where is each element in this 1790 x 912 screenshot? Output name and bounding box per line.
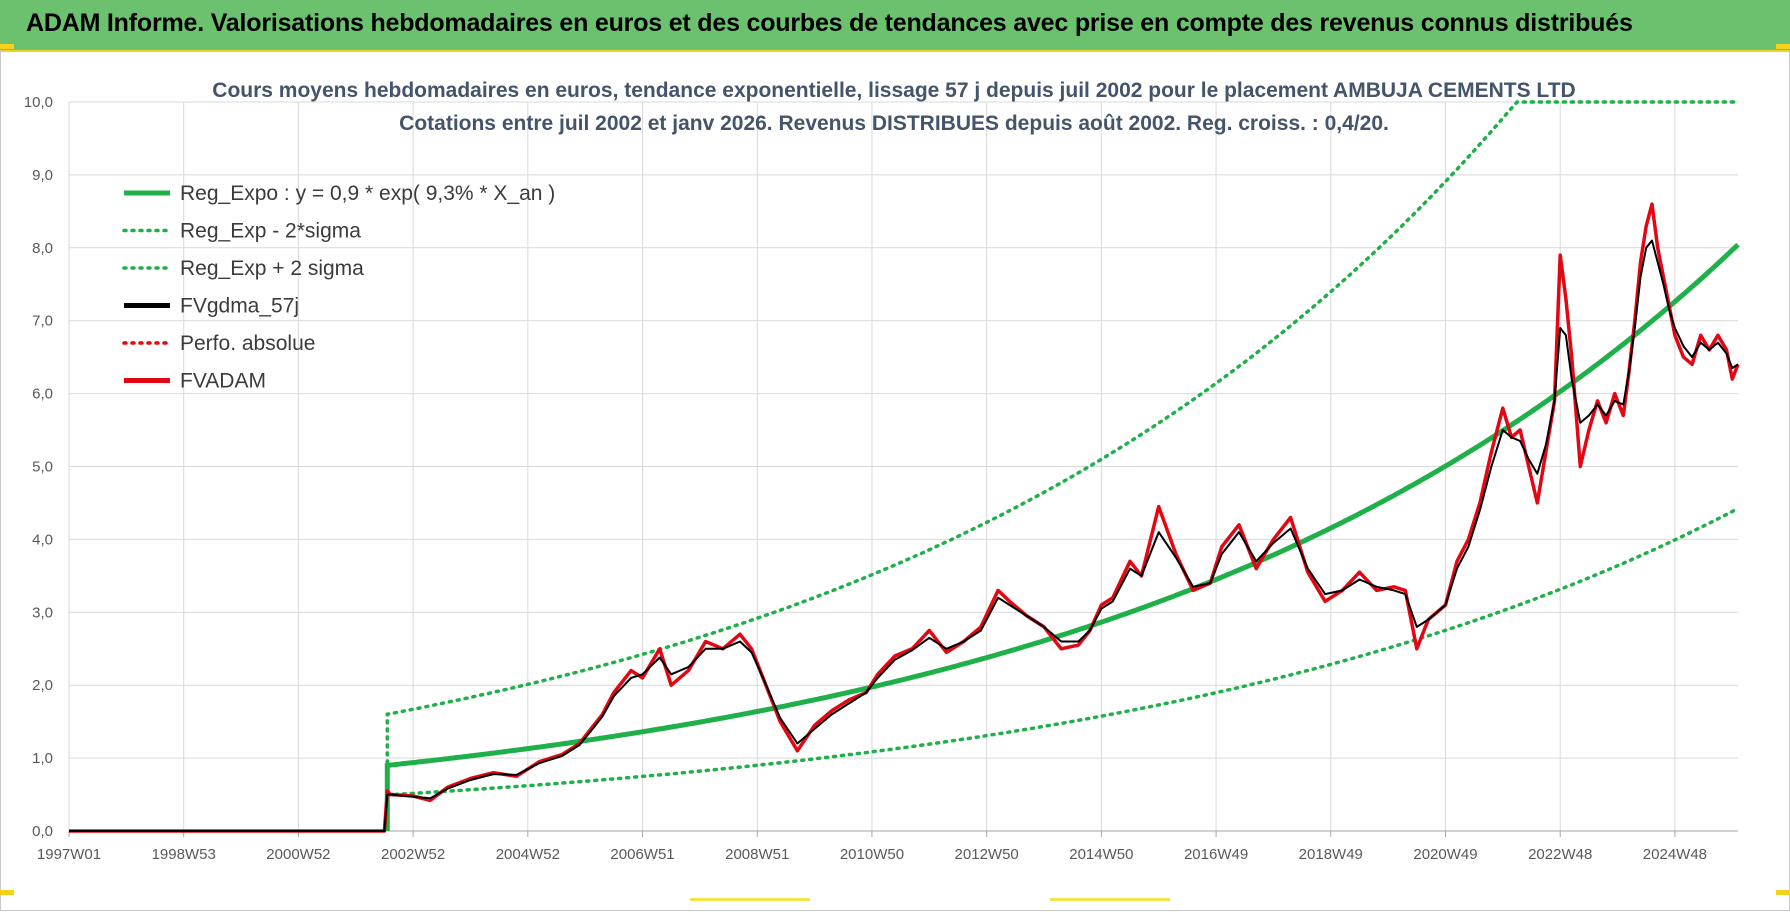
reg-upper-line (385, 100, 1740, 797)
bottom-scroll-mark (690, 898, 810, 901)
y-axis: 0,0 1,0 2,0 3,0 4,0 5,0 6,0 7,0 8,0 9,0 10,0 (24, 94, 53, 840)
corner-mark-bottom-right (1776, 890, 1790, 895)
chart-title: Cours moyens hebdomadaires en euros, ten… (212, 79, 1575, 102)
x-tick-label: 2012W50 (955, 846, 1019, 863)
legend-label: FVADAM (180, 370, 266, 393)
x-tick-label: 2016W49 (1184, 846, 1248, 863)
fvadam-line (69, 202, 1740, 833)
legend: Reg_Expo : y = 0,9 * exp( 9,3% * X_an ) R… (122, 182, 555, 393)
y-tick-label: 0,0 (32, 823, 53, 840)
x-tick-label: 2002W52 (381, 846, 445, 863)
y-tick-label: 8,0 (32, 240, 53, 257)
y-tick-label: 7,0 (32, 313, 53, 330)
x-tick-label: 2006W51 (610, 846, 674, 863)
x-tick-label: 1998W53 (152, 846, 216, 863)
x-tick-label: 2010W50 (840, 846, 904, 863)
corner-mark-top-left (0, 44, 14, 49)
x-tick-label: 2014W50 (1069, 846, 1133, 863)
chart-subtitle: Cotations entre juil 2002 et janv 2026. … (399, 112, 1389, 135)
header-title: ADAM Informe. Valorisations hebdomadaire… (26, 9, 1633, 37)
x-axis: 1997W01 1998W53 2000W52 2002W52 2004W52 2006W… (37, 830, 1738, 863)
legend-label: FVgdma_57j (180, 295, 299, 318)
legend-label: Reg_Expo : y = 0,9 * exp( 9,3% * X_an ) (180, 182, 555, 205)
y-tick-label: 6,0 (32, 386, 53, 403)
legend-label: Perfo. absolue (180, 332, 315, 355)
x-tick-label: 2000W52 (266, 846, 330, 863)
bottom-scroll-mark (1050, 898, 1170, 901)
x-tick-label: 2024W48 (1643, 846, 1707, 863)
x-tick-label: 2004W52 (496, 846, 560, 863)
plot-lines (69, 100, 1740, 833)
x-tick-label: 2018W49 (1299, 846, 1363, 863)
y-tick-label: 4,0 (32, 531, 53, 548)
header-banner: ADAM Informe. Valorisations hebdomadaire… (0, 0, 1790, 52)
x-tick-label: 1997W01 (37, 846, 101, 863)
y-tick-label: 2,0 (32, 677, 53, 694)
reg-lower-line (385, 506, 1740, 797)
fvgdma-line (69, 239, 1739, 832)
legend-label: Reg_Exp - 2*sigma (180, 220, 361, 243)
chart-titles: Cours moyens hebdomadaires en euros, ten… (212, 79, 1575, 135)
y-tick-label: 3,0 (32, 604, 53, 621)
reg-expo-line (384, 242, 1740, 831)
x-tick-label: 2022W48 (1528, 846, 1592, 863)
y-tick-label: 9,0 (32, 167, 53, 184)
y-tick-label: 1,0 (32, 750, 53, 767)
x-tick-label: 2020W49 (1413, 846, 1477, 863)
legend-label: Reg_Exp + 2 sigma (180, 257, 364, 280)
corner-mark-bottom-left (0, 890, 14, 895)
y-tick-label: 10,0 (24, 94, 53, 111)
y-tick-label: 5,0 (32, 459, 53, 476)
corner-mark-top-right (1776, 44, 1790, 49)
x-tick-label: 2008W51 (725, 846, 789, 863)
